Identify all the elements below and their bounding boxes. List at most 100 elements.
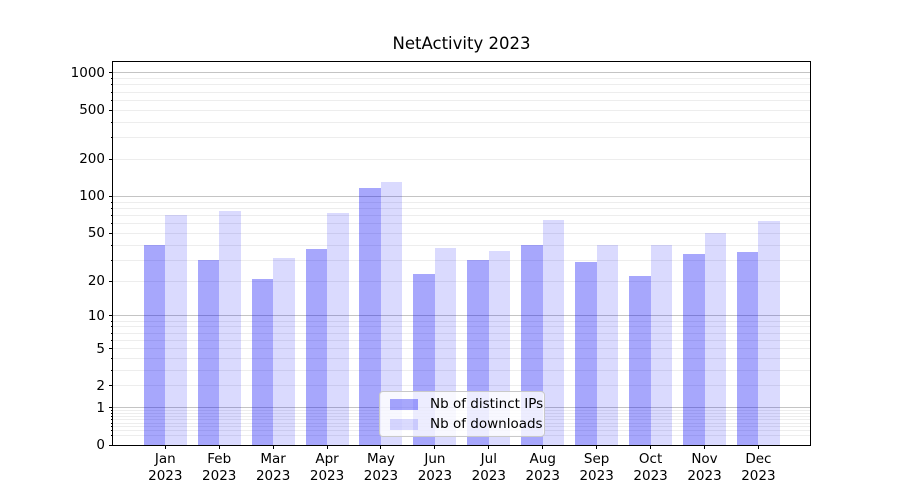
gridline-minor-200: [113, 158, 810, 160]
x-tick-sep-2023: [596, 445, 598, 449]
y-tick-label-50: 50: [87, 225, 105, 242]
y-minortick-0-9: [111, 409, 113, 411]
bar-downloads-oct-2023: [650, 245, 673, 445]
y-minortick-9: [111, 320, 113, 322]
y-tick-100: [109, 195, 113, 197]
gridline-minor-9: [113, 320, 810, 322]
y-minortick-40: [111, 244, 113, 246]
gridline-minor-40: [113, 244, 810, 246]
y-minortick-30: [111, 259, 113, 261]
y-tick-label-2: 2: [96, 377, 105, 394]
legend-label-downloads: Nb of downloads: [430, 415, 543, 432]
y-minortick-0-7000000000000001: [111, 415, 113, 417]
x-tick-mar-2023: [272, 445, 274, 449]
bar-ips-oct-2023: [629, 276, 651, 445]
y-tick-label-5: 5: [96, 340, 105, 357]
y-minortick-700: [111, 91, 113, 93]
x-tick-dec-2023: [757, 445, 759, 449]
x-tick-label-dec-2023: Dec 2023: [741, 451, 776, 484]
x-tick-label-jun-2023: Jun 2023: [417, 451, 453, 484]
y-minortick-70: [111, 214, 113, 216]
gridline-minor-4: [113, 357, 810, 359]
legend: Nb of distinct IPs Nb of downloads: [379, 391, 545, 437]
y-minortick-4: [111, 357, 113, 359]
y-minortick-5: [111, 348, 113, 349]
gridline-minor-5: [113, 348, 810, 349]
y-minortick-50: [111, 232, 113, 234]
x-tick-feb-2023: [218, 445, 220, 449]
y-tick-label-0: 0: [96, 437, 105, 453]
y-minortick-0-8: [111, 412, 113, 414]
x-tick-jul-2023: [488, 445, 490, 449]
bar-ips-sep-2023: [575, 261, 597, 445]
y-tick-label-1: 1: [96, 399, 105, 416]
x-tick-label-jan-2023: Jan 2023: [148, 451, 183, 484]
gridline-minor-2: [113, 385, 810, 387]
y-tick-label-200: 200: [79, 151, 105, 168]
x-tick-jun-2023: [434, 445, 436, 449]
gridline-minor-400: [113, 121, 810, 123]
gridline-major-100: [113, 195, 810, 197]
y-minortick-800: [111, 84, 113, 86]
gridline-minor-90: [113, 201, 810, 203]
plot-area: [112, 61, 811, 446]
y-minortick-60: [111, 223, 113, 225]
y-minortick-0-5: [111, 422, 113, 424]
gridline-major-10: [113, 315, 810, 317]
gridline-minor-30: [113, 259, 810, 261]
gridline-minor-8: [113, 326, 810, 328]
bar-ips-may-2023: [359, 187, 381, 445]
x-tick-label-mar-2023: Mar 2023: [255, 451, 291, 484]
legend-swatch-downloads: [390, 418, 418, 430]
y-minortick-600: [111, 99, 113, 101]
bar-downloads-may-2023: [380, 181, 403, 445]
x-tick-jan-2023: [164, 445, 166, 449]
bar-downloads-sep-2023: [596, 245, 619, 445]
x-tick-label-aug-2023: Aug 2023: [525, 451, 560, 484]
y-minortick-7: [111, 332, 113, 334]
bar-downloads-dec-2023: [758, 221, 780, 445]
y-tick-label-1000: 1000: [70, 64, 105, 81]
gridline-minor-60: [113, 223, 810, 225]
bar-ips-nov-2023: [683, 253, 705, 445]
bar-ips-mar-2023: [251, 278, 274, 445]
legend-item-downloads: Nb of downloads: [390, 415, 543, 434]
gridline-minor-900: [113, 78, 810, 80]
y-tick-1: [109, 407, 113, 409]
chart-title: NetActivity 2023: [392, 34, 531, 53]
bar-downloads-nov-2023: [704, 233, 726, 445]
gridline-minor-20: [113, 280, 810, 282]
gridline-minor-7: [113, 332, 810, 334]
y-minortick-300: [111, 137, 113, 139]
y-tick-label-20: 20: [87, 273, 105, 290]
y-tick-10: [109, 315, 113, 317]
y-minortick-6: [111, 339, 113, 341]
x-tick-label-jul-2023: Jul 2023: [471, 451, 506, 484]
x-tick-label-sep-2023: Sep 2023: [579, 451, 614, 484]
x-tick-label-oct-2023: Oct 2023: [633, 451, 668, 484]
gridline-minor-700: [113, 91, 810, 93]
x-tick-label-nov-2023: Nov 2023: [687, 451, 722, 484]
bar-downloads-apr-2023: [327, 213, 349, 445]
y-minortick-200: [111, 158, 113, 160]
x-tick-nov-2023: [704, 445, 705, 449]
bar-downloads-feb-2023: [219, 211, 241, 445]
y-tick-0: [109, 444, 113, 446]
gridline-minor-600: [113, 99, 810, 101]
y-minortick-0-6000000000000001: [111, 419, 113, 421]
bar-ips-dec-2023: [736, 252, 759, 445]
y-tick-1000: [109, 72, 113, 74]
gridline-minor-80: [113, 207, 810, 209]
x-tick-label-may-2023: May 2023: [363, 451, 399, 484]
gridline-major-1000: [113, 72, 810, 74]
y-minortick-90: [111, 201, 113, 203]
bar-ips-feb-2023: [197, 260, 220, 445]
bar-ips-apr-2023: [305, 249, 328, 445]
x-tick-apr-2023: [326, 445, 328, 449]
bar-ips-jan-2023: [143, 245, 166, 445]
gridline-minor-500: [113, 109, 810, 111]
gridline-minor-6: [113, 339, 810, 341]
gridline-minor-800: [113, 84, 810, 86]
x-tick-oct-2023: [650, 445, 652, 449]
